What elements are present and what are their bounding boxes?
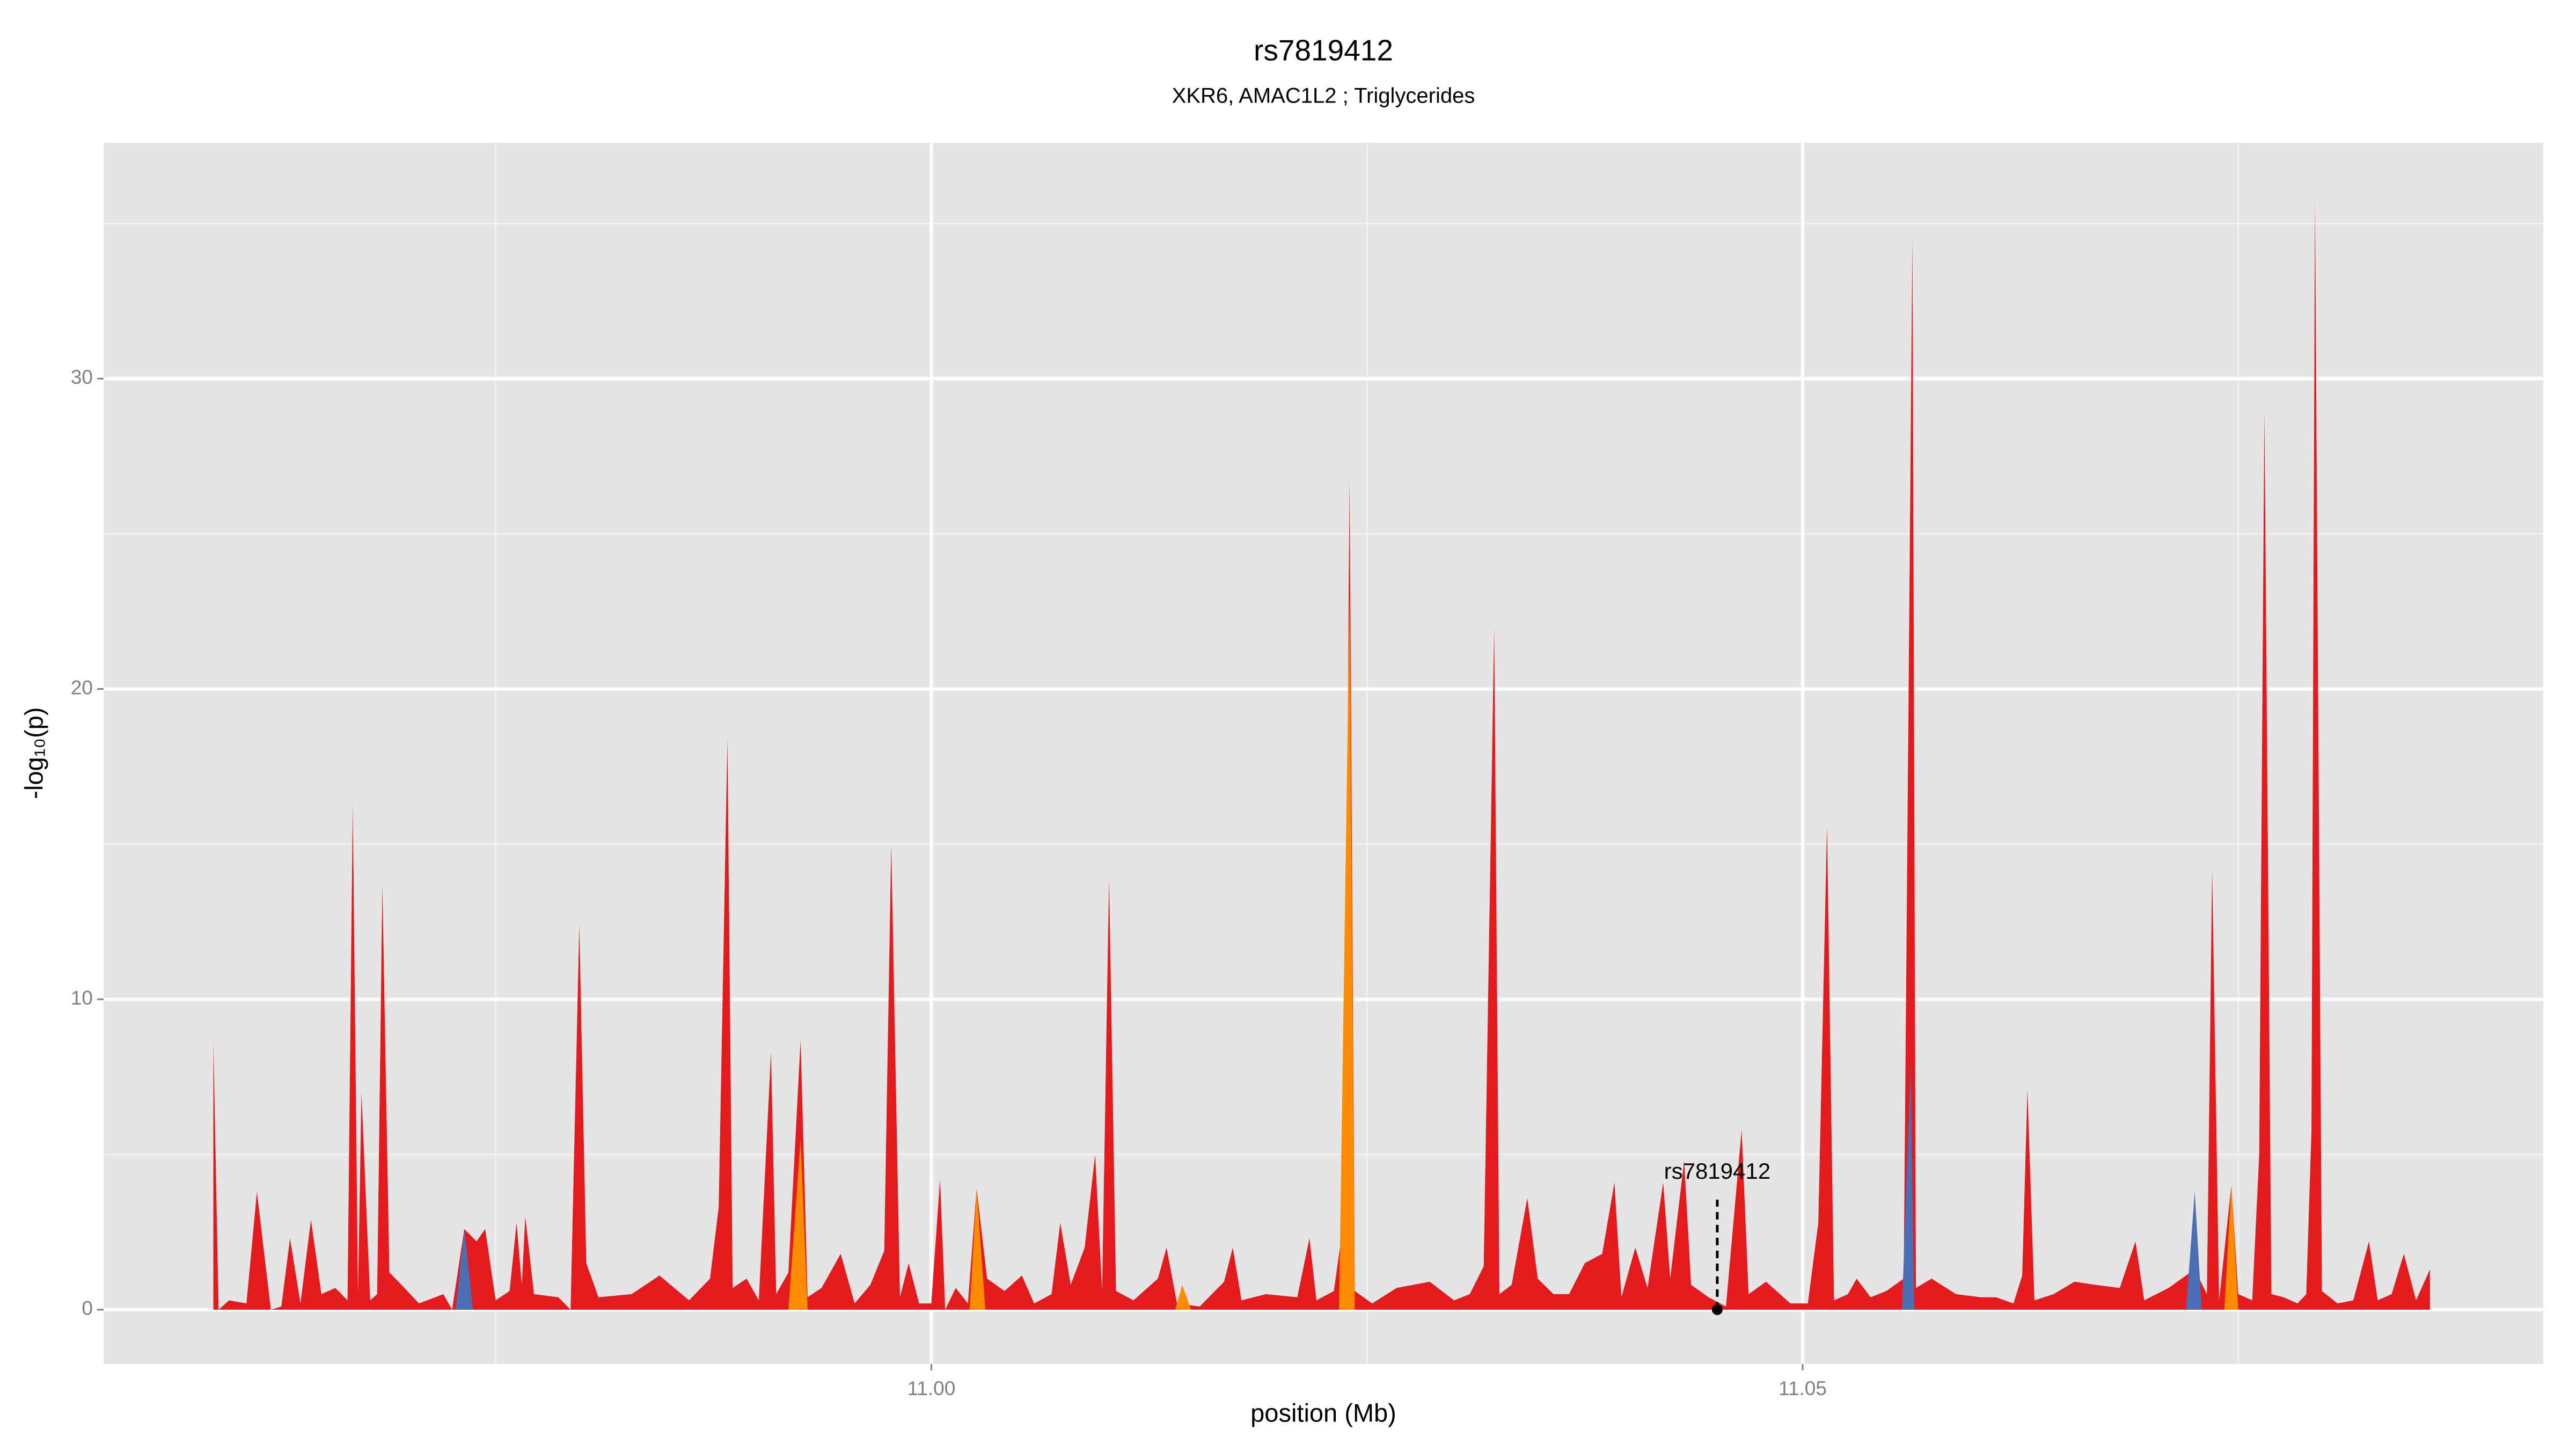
- foreground: rs7819412: [1664, 1158, 1771, 1315]
- y-tick-label: 30: [71, 366, 93, 388]
- x-axis-title: position (Mb): [1250, 1398, 1396, 1427]
- y-tick-label: 10: [71, 987, 93, 1009]
- grid: 0 10 20 30 11.00 11.05: [71, 143, 2543, 1399]
- area: [213, 199, 2430, 1310]
- plot-panel: [104, 143, 2543, 1364]
- x-tick-label: 11.00: [907, 1377, 955, 1399]
- y-tick-label: 0: [82, 1297, 93, 1319]
- areas: [213, 199, 2430, 1310]
- annotation-point: [1711, 1304, 1723, 1315]
- y-axis-title: -log₁₀(p): [19, 707, 48, 799]
- x-tick-label: 11.05: [1779, 1377, 1827, 1399]
- y-tick-label: 20: [71, 676, 93, 698]
- chart-subtitle: XKR6, AMAC1L2 ; Triglycerides: [1172, 84, 1475, 108]
- annotation-label: rs7819412: [1664, 1158, 1771, 1184]
- chart-title: rs7819412: [1254, 34, 1393, 67]
